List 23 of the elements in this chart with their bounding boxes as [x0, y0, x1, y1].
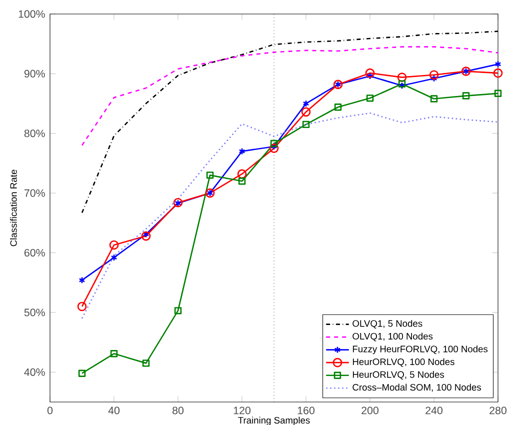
y-tick-label: 90% — [24, 70, 45, 78]
legend-label: HeurORLVQ, 100 Nodes — [352, 358, 454, 367]
x-tick-label: 80 — [172, 406, 184, 414]
legend-label: Cross–Modal SOM, 100 Nodes — [352, 384, 481, 392]
legend-label: OLVQ1, 100 Nodes — [352, 332, 433, 342]
y-axis-title: Classification Rate — [10, 170, 17, 246]
y-tick-label: 60% — [24, 248, 45, 257]
y-tick-label: 50% — [24, 308, 45, 316]
legend-label: OLVQ1, 5 Nodes — [352, 320, 422, 328]
x-tick-label: 120 — [234, 406, 250, 414]
x-tick-label: 280 — [490, 406, 506, 414]
y-tick-label: 80% — [24, 130, 45, 138]
legend-label: Fuzzy HeurFORLVQ, 100 Nodes — [352, 345, 488, 354]
x-tick-label: 160 — [298, 406, 314, 414]
x-axis-title: Training Samples — [238, 416, 310, 425]
x-tick-label: 200 — [362, 406, 378, 414]
legend-label: HeurORLVQ, 5 Nodes — [352, 370, 444, 380]
y-tick-label: 100% — [18, 10, 45, 18]
x-tick-label: 240 — [426, 406, 442, 414]
x-tick-label: 0 — [47, 406, 53, 414]
x-tick-label: 40 — [108, 406, 120, 414]
y-tick-label: 70% — [24, 189, 45, 197]
y-tick-label: 40% — [24, 368, 45, 376]
